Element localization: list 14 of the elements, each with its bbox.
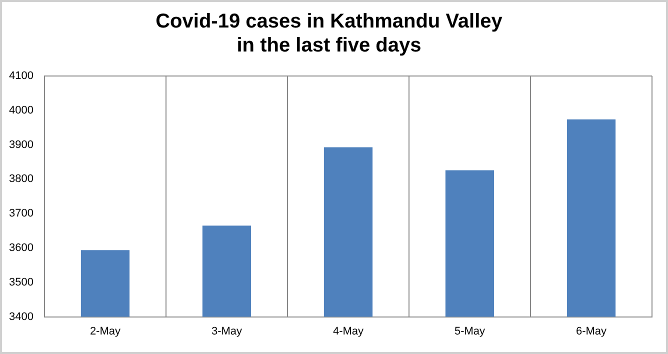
x-tick-label: 4-May — [332, 325, 364, 338]
x-tick-label: 3-May — [211, 325, 243, 338]
y-tick-label: 3800 — [8, 173, 34, 186]
y-tick-label: 4000 — [8, 104, 34, 116]
y-tick-label: 3900 — [8, 138, 34, 151]
y-tick-label: 3400 — [8, 310, 34, 323]
y-tick-label: 3700 — [8, 208, 34, 220]
x-tick-label: 2-May — [90, 325, 122, 338]
y-tick-label: 3600 — [8, 242, 34, 254]
x-tick-label: 5-May — [454, 325, 486, 338]
x-tick-label: 6-May — [576, 325, 608, 338]
y-tick-label: 4100 — [8, 70, 34, 82]
y-tick-label: 3500 — [8, 276, 34, 288]
chart-title: Covid-19 cases in Kathmandu Valley in the last five days — [156, 10, 504, 57]
